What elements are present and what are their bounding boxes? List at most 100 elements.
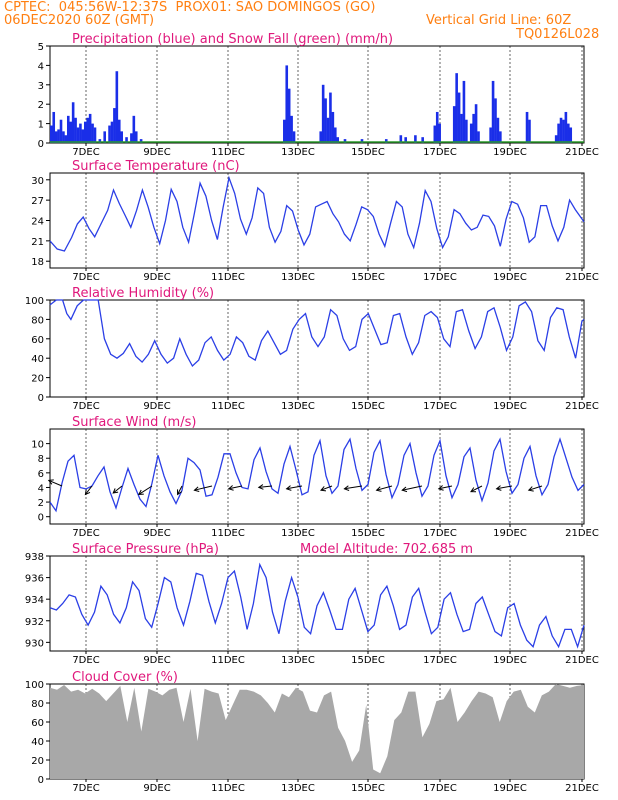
x-tick-label: 7DEC bbox=[72, 528, 99, 539]
y-tick-label: 27 bbox=[31, 196, 44, 207]
precip-bar bbox=[93, 127, 97, 143]
wind-arrow bbox=[258, 485, 273, 488]
wind-arrow-head bbox=[177, 489, 183, 496]
precip-bar bbox=[62, 131, 65, 143]
series-line bbox=[49, 562, 585, 649]
precip-bar bbox=[399, 135, 403, 143]
y-tick-label: 10 bbox=[31, 440, 44, 451]
y-tick-label: 0 bbox=[38, 139, 44, 150]
panel-frame bbox=[49, 299, 585, 398]
y-tick-label: 938 bbox=[25, 552, 44, 563]
precip-bar bbox=[460, 113, 463, 143]
precip-bar bbox=[331, 111, 335, 143]
panel-1: 18 21 24 27 30 7DEC 9DEC 11DEC 13DEC 15DEC 17DEC 19… bbox=[31, 159, 599, 283]
wind-arrow bbox=[470, 485, 483, 493]
y-tick-label: 24 bbox=[31, 217, 44, 228]
panel-4: 930 932 934 936 938 7DEC 9DEC 11DEC 13DEC 15DEC 17… bbox=[25, 542, 599, 666]
precip-bar bbox=[452, 106, 456, 143]
wind-arrow bbox=[138, 485, 153, 495]
wind-arrow bbox=[112, 485, 123, 494]
precip-bar bbox=[98, 139, 102, 143]
x-tick-label: 17DEC bbox=[423, 528, 457, 539]
precip-bar bbox=[564, 111, 568, 143]
x-tick-label: 11DEC bbox=[211, 401, 245, 412]
precip-bar bbox=[499, 131, 502, 143]
cloud-area bbox=[50, 684, 584, 779]
precip-bar bbox=[283, 119, 286, 143]
precip-bar bbox=[438, 123, 441, 143]
panel-title: Surface Temperature (nC) bbox=[72, 159, 240, 174]
precip-bar bbox=[494, 98, 497, 143]
precip-bar bbox=[91, 123, 94, 143]
precip-bar bbox=[562, 119, 565, 143]
precip-bar bbox=[132, 115, 136, 143]
wind-arrow-head bbox=[437, 485, 444, 491]
x-tick-label: 11DEC bbox=[211, 147, 245, 158]
x-tick-label: 17DEC bbox=[423, 783, 457, 794]
x-tick-label: 13DEC bbox=[281, 655, 315, 666]
precip-bar bbox=[333, 127, 337, 143]
wind-arrow bbox=[496, 485, 513, 490]
precip-bar bbox=[435, 111, 439, 143]
precip-bar bbox=[103, 131, 106, 143]
x-tick-label: 19DEC bbox=[493, 147, 527, 158]
precip-bar bbox=[360, 139, 364, 143]
panel-frame bbox=[49, 555, 585, 652]
y-tick-label: 100 bbox=[25, 296, 44, 307]
y-tick-label: 2 bbox=[38, 498, 44, 509]
precip-bar bbox=[567, 123, 570, 143]
precip-bar bbox=[113, 108, 116, 143]
x-tick-label: 7DEC bbox=[72, 401, 99, 412]
precip-bar bbox=[489, 127, 492, 143]
x-tick-label: 17DEC bbox=[423, 147, 457, 158]
precip-bar bbox=[472, 113, 475, 143]
panel-title: Surface Wind (m/s) bbox=[72, 415, 196, 430]
x-tick-label: 15DEC bbox=[351, 272, 385, 283]
y-tick-label: 80 bbox=[31, 699, 44, 710]
y-tick-label: 930 bbox=[25, 638, 44, 649]
precip-bar bbox=[86, 117, 90, 143]
wind-arrow-head bbox=[84, 489, 91, 496]
precip-bar bbox=[469, 123, 473, 143]
panel-2: 0 20 40 60 80 100 7DEC 9DEC 11DEC 13DEC 15DEC 17DEC… bbox=[25, 286, 599, 412]
x-tick-label: 21DEC bbox=[565, 147, 599, 158]
y-tick-label: 934 bbox=[25, 595, 44, 606]
x-tick-label: 9DEC bbox=[143, 783, 170, 794]
y-tick-label: 0 bbox=[38, 393, 44, 404]
wind-arrow bbox=[320, 485, 333, 491]
series-line bbox=[49, 175, 585, 252]
precip-bar bbox=[559, 117, 563, 143]
x-tick-label: 19DEC bbox=[493, 783, 527, 794]
y-tick-label: 932 bbox=[25, 617, 44, 628]
precip-bar bbox=[287, 88, 291, 143]
precip-bar bbox=[336, 137, 340, 143]
wind-arrow-head bbox=[47, 479, 54, 485]
y-tick-label: 30 bbox=[31, 176, 44, 187]
x-tick-label: 11DEC bbox=[211, 783, 245, 794]
precip-bar bbox=[110, 121, 114, 143]
precip-bar bbox=[569, 127, 573, 143]
x-tick-label: 15DEC bbox=[351, 783, 385, 794]
precip-bar bbox=[465, 119, 468, 143]
wind-arrow bbox=[85, 485, 93, 495]
wind-arrow-head bbox=[137, 489, 144, 495]
panel-0: 0 1 2 3 4 5 7DEC 9DEC 11DEC 13DEC 15DEC 17DEC 19DEC 2… bbox=[38, 32, 599, 158]
x-tick-label: 21DEC bbox=[565, 655, 599, 666]
x-tick-label: 13DEC bbox=[281, 147, 315, 158]
y-tick-label: 3 bbox=[38, 81, 44, 92]
x-tick-label: 15DEC bbox=[351, 147, 385, 158]
x-tick-label: 21DEC bbox=[565, 401, 599, 412]
x-tick-label: 19DEC bbox=[493, 401, 527, 412]
x-tick-label: 19DEC bbox=[493, 528, 527, 539]
precip-bar bbox=[71, 102, 75, 143]
x-tick-label: 21DEC bbox=[565, 528, 599, 539]
panel-title: Relative Humidity (%) bbox=[72, 286, 214, 301]
precip-bar bbox=[66, 115, 70, 143]
wind-arrow-head bbox=[401, 486, 408, 493]
wind-arrow-head bbox=[285, 485, 292, 491]
panel-5: 0 20 40 60 80 100 7DEC 9DEC 11DEC 13DEC 15DEC 17DEC… bbox=[25, 670, 599, 794]
precip-bar bbox=[343, 139, 347, 143]
precip-bar bbox=[54, 131, 58, 143]
wind-arrow bbox=[194, 485, 213, 491]
